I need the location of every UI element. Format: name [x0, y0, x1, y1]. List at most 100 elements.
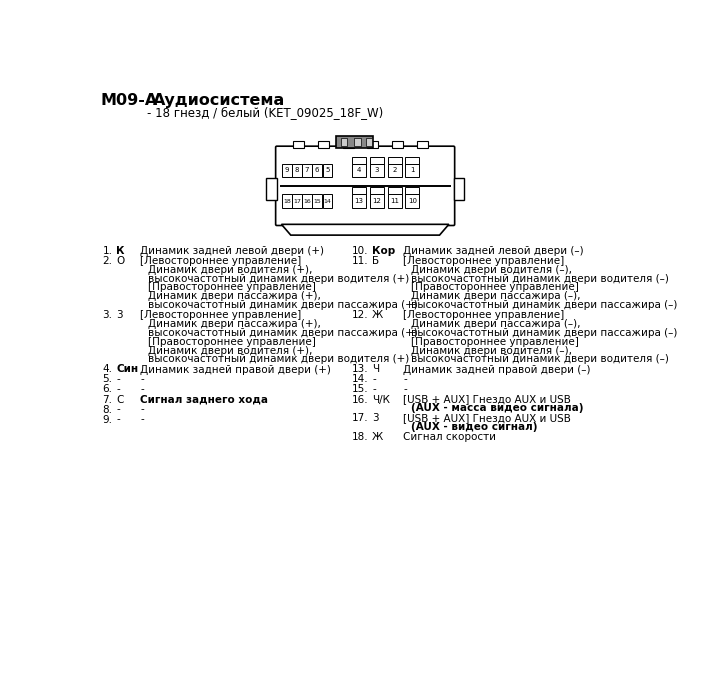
Bar [336, 136, 373, 148]
Text: 17.: 17. [351, 414, 368, 423]
Text: высокочастотный динамик двери водителя (–): высокочастотный динамик двери водителя (… [411, 274, 669, 284]
Bar [343, 141, 353, 148]
Bar [352, 164, 366, 177]
Text: высокочастотный динамик двери пассажира (+): высокочастотный динамик двери пассажира … [148, 300, 418, 310]
Text: 8: 8 [295, 168, 299, 174]
Bar [352, 194, 366, 208]
Text: Ч: Ч [372, 364, 379, 375]
Text: 10.: 10. [352, 246, 368, 256]
Bar [370, 194, 383, 208]
Text: 1: 1 [410, 168, 415, 174]
Text: 14.: 14. [351, 375, 368, 385]
Bar [370, 164, 383, 177]
Text: Динамик двери пассажира (–),: Динамик двери пассажира (–), [411, 291, 580, 301]
Text: -: - [116, 385, 120, 395]
Text: [Левостороннее управление]: [Левостороннее управление] [403, 256, 564, 266]
FancyBboxPatch shape [276, 146, 455, 226]
Bar [352, 157, 366, 164]
Text: высокочастотный динамик двери пассажира (+): высокочастотный динамик двери пассажира … [148, 328, 418, 338]
Text: 15.: 15. [351, 385, 368, 395]
Text: 13: 13 [354, 198, 363, 204]
Text: Кор: Кор [372, 246, 396, 256]
Bar [366, 138, 372, 146]
Text: [Правостороннее управление]: [Правостороннее управление] [411, 337, 579, 347]
Text: -: - [116, 414, 120, 425]
Text: [USB + AUX] Гнездо AUX и USB: [USB + AUX] Гнездо AUX и USB [403, 395, 571, 404]
Bar [406, 187, 419, 194]
Text: Динамик двери водителя (+),: Динамик двери водителя (+), [148, 345, 313, 356]
Text: К: К [116, 246, 125, 256]
Text: 7: 7 [305, 168, 309, 174]
Text: -: - [372, 375, 376, 385]
Text: (AUX - масса видео сигнала): (AUX - масса видео сигнала) [411, 404, 583, 413]
Text: 11.: 11. [351, 256, 368, 266]
Text: Сигнал заднего хода: Сигнал заднего хода [141, 395, 268, 404]
Text: Ж: Ж [372, 310, 383, 320]
Text: -: - [403, 385, 407, 395]
Bar [368, 141, 378, 148]
Text: - 18 гнезд / белый (KET_09025_18F_W): - 18 гнезд / белый (KET_09025_18F_W) [147, 107, 383, 120]
Bar [313, 164, 322, 177]
Bar [293, 141, 304, 148]
Text: 12.: 12. [351, 310, 368, 320]
Text: высокочастотный динамик двери водителя (+): высокочастотный динамик двери водителя (… [148, 274, 409, 284]
Text: 1.: 1. [103, 246, 113, 256]
Text: Динамик задней левой двери (+): Динамик задней левой двери (+) [141, 246, 324, 256]
Text: (AUX - видео сигнал): (AUX - видео сигнал) [411, 422, 538, 432]
Bar [406, 157, 419, 164]
Bar [388, 157, 401, 164]
Text: 18: 18 [283, 199, 291, 203]
Text: высокочастотный динамик двери пассажира (–): высокочастотный динамик двери пассажира … [411, 328, 678, 338]
Text: высокочастотный динамик двери водителя (+): высокочастотный динамик двери водителя (… [148, 354, 409, 364]
Text: 5: 5 [325, 168, 329, 174]
Bar [388, 164, 401, 177]
Text: 18.: 18. [351, 432, 368, 442]
Text: 4: 4 [357, 168, 361, 174]
Text: 2: 2 [393, 168, 397, 174]
Text: Динамик двери водителя (–),: Динамик двери водителя (–), [411, 265, 572, 275]
Bar [453, 178, 464, 199]
Text: 16.: 16. [351, 395, 368, 404]
Text: Ч/К: Ч/К [372, 395, 390, 404]
Bar [318, 141, 328, 148]
Text: 16: 16 [303, 199, 311, 203]
Text: Динамик двери пассажира (+),: Динамик двери пассажира (+), [148, 291, 321, 301]
Text: -: - [116, 404, 120, 414]
Text: Динамик задней левой двери (–): Динамик задней левой двери (–) [403, 246, 584, 256]
Text: [Правостороннее управление]: [Правостороннее управление] [148, 337, 316, 347]
Text: -: - [403, 375, 407, 385]
Bar [302, 194, 312, 208]
Text: 9: 9 [285, 168, 289, 174]
Text: [Левостороннее управление]: [Левостороннее управление] [403, 310, 564, 320]
Text: 8.: 8. [103, 404, 113, 414]
Bar [282, 164, 291, 177]
Text: [Правостороннее управление]: [Правостороннее управление] [411, 283, 579, 293]
Bar [417, 141, 428, 148]
Text: Динамик двери пассажира (+),: Динамик двери пассажира (+), [148, 319, 321, 329]
Text: 14: 14 [323, 199, 331, 203]
Bar [370, 187, 383, 194]
Bar [370, 157, 383, 164]
Bar [266, 178, 277, 199]
Text: 17: 17 [293, 199, 301, 203]
Text: Динамик двери пассажира (–),: Динамик двери пассажира (–), [411, 319, 580, 329]
Bar [323, 194, 332, 208]
Bar [323, 164, 332, 177]
Text: 13.: 13. [351, 364, 368, 375]
Text: Динамик двери водителя (–),: Динамик двери водителя (–), [411, 345, 572, 356]
Text: 3: 3 [372, 414, 378, 423]
Text: 3.: 3. [103, 310, 113, 320]
Text: высокочастотный динамик двери пассажира (–): высокочастотный динамик двери пассажира … [411, 300, 678, 310]
Text: [Правостороннее управление]: [Правостороннее управление] [148, 283, 316, 293]
Bar [406, 194, 419, 208]
Text: -: - [116, 375, 120, 385]
Text: -: - [372, 385, 376, 395]
Bar [352, 187, 366, 194]
Text: [Левостороннее управление]: [Левостороннее управление] [141, 310, 301, 320]
Text: -: - [141, 404, 144, 414]
Text: Сигнал скорости: Сигнал скорости [403, 432, 496, 442]
Polygon shape [281, 224, 449, 235]
Text: Динамик задней правой двери (–): Динамик задней правой двери (–) [403, 364, 590, 375]
Bar [313, 194, 322, 208]
Text: 2.: 2. [103, 256, 113, 266]
